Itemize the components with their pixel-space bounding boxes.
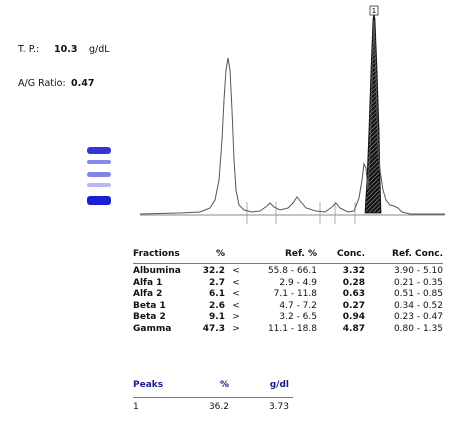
- fraction-ref-pct: 3.2 - 6.5: [279, 312, 317, 322]
- fraction-ref-pct: 55.8 - 66.1: [267, 266, 317, 276]
- fraction-ref-conc: 0.80 - 1.35: [393, 323, 443, 334]
- col-header-fractions: Fractions: [133, 248, 180, 259]
- table-row: Alfa 2 6.1 < 7.1 - 11.8 0.63 0.51 - 0.85: [133, 289, 443, 301]
- fraction-name: Gamma: [133, 323, 172, 334]
- table-row: Alfa 1 2.7 < 2.9 - 4.9 0.28 0.21 - 0.35: [133, 278, 443, 290]
- fraction-ref-conc: 0.23 - 0.47: [393, 312, 443, 322]
- table-row: Gamma 47.3 > 11.1 - 18.8 4.87 0.80 - 1.3…: [133, 324, 443, 336]
- gel-strip-image: [85, 130, 113, 212]
- peak-marker-box: [369, 5, 379, 16]
- total-protein-unit: g/dL: [89, 44, 110, 55]
- fraction-name: Beta 2: [133, 312, 166, 322]
- col-header-conc: Conc.: [337, 248, 365, 259]
- table-row: Beta 2 9.1 > 3.2 - 6.5 0.94 0.23 - 0.47: [133, 312, 443, 324]
- total-protein-value: 10.3: [54, 44, 78, 55]
- fraction-conc: 3.32: [342, 266, 365, 276]
- ag-ratio-label: A/G Ratio:: [18, 78, 66, 89]
- col-header-peak-gdl: g/dl: [269, 380, 289, 390]
- fraction-conc: 0.63: [342, 289, 365, 299]
- col-header-peak-pct: %: [219, 380, 229, 390]
- fractions-header-divider: [133, 263, 443, 264]
- fractions-header-row: Fractions % Ref. % Conc. Ref. Conc.: [133, 248, 443, 261]
- fraction-pct: 47.3: [202, 323, 225, 334]
- peaks-header-divider: [133, 397, 293, 398]
- col-header-pct: %: [215, 248, 225, 259]
- col-header-peaks: Peaks: [133, 380, 164, 390]
- fraction-ref-conc: 0.21 - 0.35: [393, 277, 443, 288]
- fraction-name: Albumina: [133, 266, 181, 276]
- fraction-conc: 0.94: [342, 312, 365, 322]
- fraction-ref-conc: 3.90 - 5.10: [393, 266, 443, 276]
- col-header-ref-pct: Ref. %: [284, 248, 317, 259]
- electrophoresis-trace-chart: 1: [140, 5, 445, 224]
- fraction-pct: 2.7: [209, 277, 225, 288]
- table-row: Albumina 32.2 < 55.8 - 66.1 3.32 3.90 - …: [133, 266, 443, 278]
- fraction-pct: 6.1: [209, 289, 225, 299]
- fraction-conc: 0.28: [342, 277, 365, 288]
- fraction-comparator: <: [232, 277, 240, 288]
- peak-pct: 36.2: [208, 402, 229, 412]
- fraction-ref-pct: 4.7 - 7.2: [279, 300, 317, 311]
- fraction-name: Alfa 1: [133, 277, 163, 288]
- peaks-header-row: Peaks % g/dl: [133, 378, 289, 392]
- fraction-comparator: >: [232, 323, 240, 334]
- peak-id: 1: [133, 402, 139, 412]
- ag-ratio-value: 0.47: [71, 78, 95, 89]
- peak-marker-label: 1: [372, 7, 376, 15]
- fraction-pct: 9.1: [209, 312, 225, 322]
- fraction-name: Alfa 2: [133, 289, 163, 299]
- total-protein-label: T. P.:: [18, 44, 40, 55]
- fraction-comparator: <: [232, 300, 240, 311]
- fraction-comparator: >: [232, 312, 240, 322]
- table-row: 1 36.2 3.73: [133, 400, 289, 414]
- peak-gdl: 3.73: [268, 402, 289, 412]
- fraction-comparator: <: [232, 289, 240, 299]
- fraction-conc: 0.27: [342, 300, 365, 311]
- col-header-ref-conc: Ref. Conc.: [392, 248, 443, 259]
- fraction-conc: 4.87: [342, 323, 365, 334]
- fraction-ref-pct: 2.9 - 4.9: [279, 277, 317, 288]
- fraction-comparator: <: [232, 266, 240, 276]
- protein-trace-line: [140, 19, 445, 215]
- table-row: Beta 1 2.6 < 4.7 - 7.2 0.27 0.34 - 0.52: [133, 301, 443, 313]
- fraction-ref-pct: 11.1 - 18.8: [267, 323, 317, 334]
- fraction-ref-conc: 0.51 - 0.85: [393, 289, 443, 299]
- peaks-table: Peaks % g/dl 1 36.2 3.73: [133, 378, 289, 414]
- fraction-pct: 32.2: [202, 266, 225, 276]
- fraction-name: Beta 1: [133, 300, 166, 311]
- fraction-pct: 2.6: [209, 300, 225, 311]
- fraction-ref-conc: 0.34 - 0.52: [393, 300, 443, 311]
- fractions-table: Fractions % Ref. % Conc. Ref. Conc. Albu…: [133, 248, 443, 335]
- fraction-ref-pct: 7.1 - 11.8: [273, 289, 317, 299]
